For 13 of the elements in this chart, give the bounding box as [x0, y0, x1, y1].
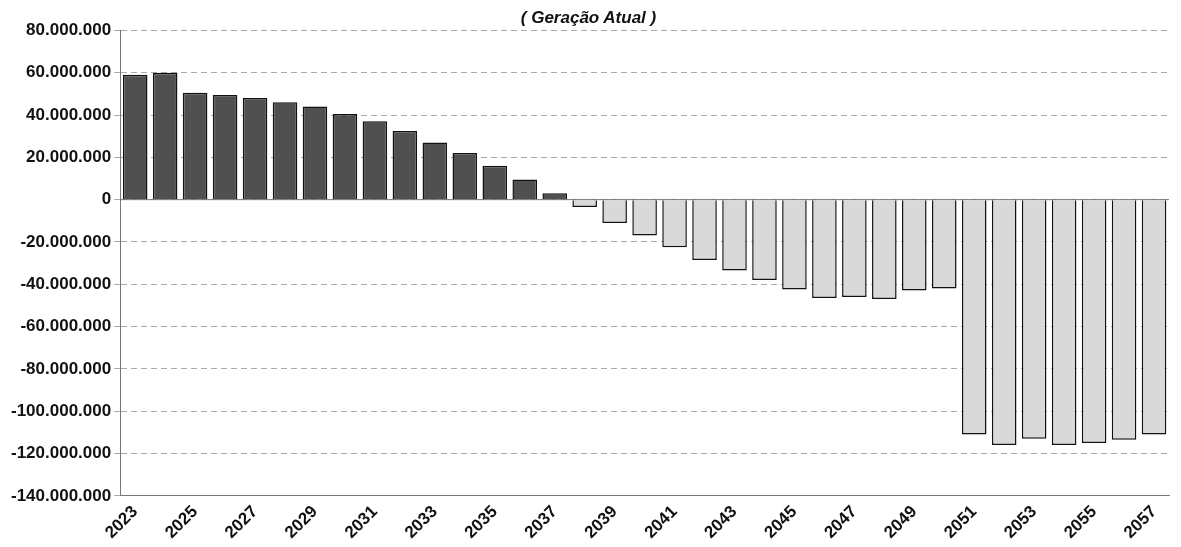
y-tick-label: -40.000.000: [20, 273, 112, 293]
y-tick-label: 0: [101, 189, 112, 209]
y-tick-label: -60.000.000: [20, 316, 112, 336]
y-tick-label: -20.000.000: [20, 231, 112, 251]
y-tick-label: -120.000.000: [11, 443, 112, 463]
y-tick-label: 20.000.000: [26, 147, 112, 167]
y-tick-label: 80.000.000: [26, 20, 112, 40]
y-tick-label: -140.000.000: [11, 485, 112, 505]
chart-title: ( Geração Atual ): [520, 7, 657, 27]
y-tick-label: -80.000.000: [20, 358, 112, 378]
y-tick-label: 40.000.000: [26, 104, 112, 124]
y-tick-label: -100.000.000: [11, 400, 112, 420]
y-tick-label: 60.000.000: [26, 62, 112, 82]
